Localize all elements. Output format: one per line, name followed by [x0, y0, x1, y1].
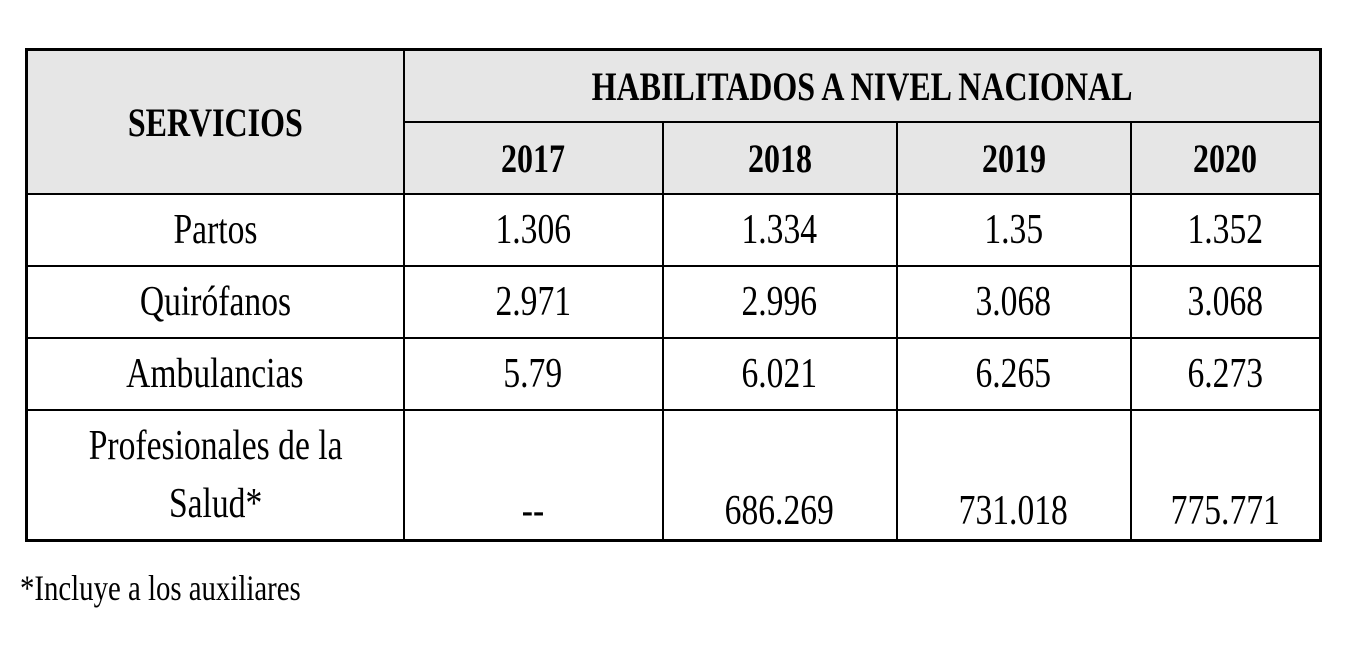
value-cell: 686.269 — [661, 409, 898, 542]
footnote: *Incluye a los auxiliares — [20, 567, 371, 609]
service-cell: Profesionales de la Salud* — [25, 409, 405, 542]
header-row-years: 2017 2018 2019 2020 — [27, 121, 1322, 195]
table-container: SERVICIOS HABILITADOS A NIVEL NACIONAL 2… — [25, 48, 1323, 542]
service-cell: Quirófanos — [25, 265, 405, 339]
value-cell: 731.018 — [895, 409, 1132, 542]
service-cell: Ambulancias — [25, 337, 405, 411]
value-cell: 6.265 — [895, 337, 1132, 411]
value-cell: 1.334 — [661, 193, 898, 267]
value-cell: 3.068 — [895, 265, 1132, 339]
table-row: Quirófanos 2.971 2.996 3.068 3.068 — [25, 265, 1322, 339]
table-row: Ambulancias 5.79 6.021 6.265 6.273 — [25, 337, 1322, 411]
year-header-2019: 2019 — [895, 121, 1132, 195]
services-header: SERVICIOS — [25, 48, 405, 195]
value-cell: -- — [402, 409, 664, 542]
year-header-2017: 2017 — [402, 121, 664, 195]
service-label-line2: Salud* — [168, 481, 262, 527]
header-row-group: SERVICIOS HABILITADOS A NIVEL NACIONAL — [25, 48, 1322, 195]
table-row: Profesionales de la Salud* -- 686.269 73… — [25, 409, 1322, 542]
service-label: Profesionales de la Salud* — [88, 417, 342, 533]
value-cell: 3.068 — [1129, 265, 1322, 339]
value-cell: 6.021 — [661, 337, 898, 411]
year-header-2018: 2018 — [661, 121, 898, 195]
value-cell: 2.971 — [402, 265, 664, 339]
footnote-text: *Incluye a los auxiliares — [20, 568, 301, 608]
value-cell: 5.79 — [402, 337, 664, 411]
service-label-line1: Profesionales de la — [88, 423, 343, 469]
value-cell: 1.35 — [895, 193, 1132, 267]
value-cell: 1.352 — [1129, 193, 1322, 267]
group-header: HABILITADOS A NIVEL NACIONAL — [402, 48, 1322, 123]
year-header-2020: 2020 — [1129, 121, 1322, 195]
value-cell: 775.771 — [1129, 409, 1322, 542]
table-row: Partos 1.306 1.334 1.35 1.352 — [25, 193, 1322, 267]
value-cell: 1.306 — [402, 193, 664, 267]
service-cell: Partos — [25, 193, 405, 267]
value-cell: 2.996 — [661, 265, 898, 339]
value-cell: 6.273 — [1129, 337, 1322, 411]
services-table: SERVICIOS HABILITADOS A NIVEL NACIONAL 2… — [25, 48, 1323, 542]
